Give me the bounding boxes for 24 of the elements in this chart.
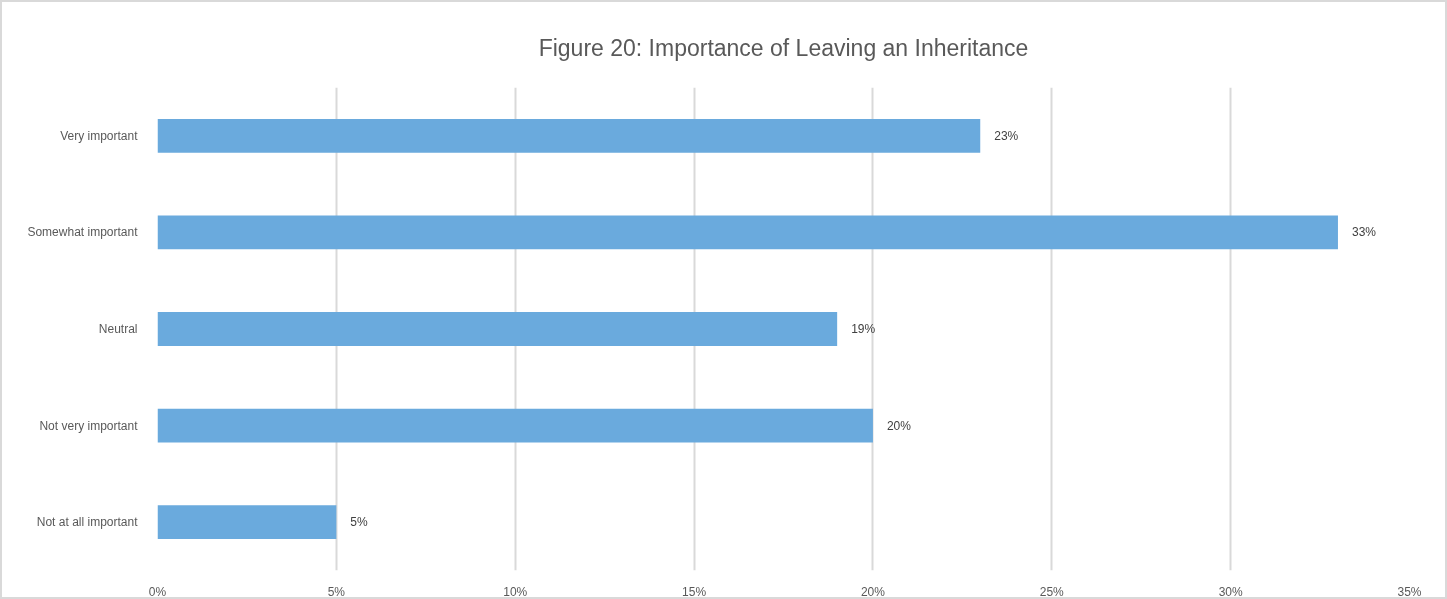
y-tick-label: Not very important xyxy=(39,418,139,433)
data-label: 33% xyxy=(1351,225,1377,240)
x-tick-label: 30% xyxy=(1218,584,1243,599)
x-tick-label: 20% xyxy=(860,584,886,599)
y-tick-label: Somewhat important xyxy=(27,225,139,240)
x-tick-label: 5% xyxy=(327,584,346,599)
data-label: 23% xyxy=(994,128,1019,143)
y-tick-label: Neutral xyxy=(98,322,138,336)
x-tick-label: 35% xyxy=(1397,584,1422,599)
bar xyxy=(157,408,873,443)
y-tick-label: Very important xyxy=(60,128,139,143)
data-label: 5% xyxy=(350,515,369,530)
data-label: 20% xyxy=(886,418,912,433)
bar xyxy=(157,215,1338,250)
x-tick-label: 10% xyxy=(503,584,528,599)
x-tick-label: 25% xyxy=(1039,584,1065,599)
data-label: 19% xyxy=(851,322,876,336)
bar xyxy=(157,505,337,540)
bar xyxy=(157,118,981,153)
y-tick-label: Not at all important xyxy=(36,515,139,530)
bar xyxy=(157,312,838,346)
x-tick-label: 0% xyxy=(148,584,167,599)
x-tick-label: 15% xyxy=(682,584,707,599)
chart-title: Figure 20: Importance of Leaving an Inheritance xyxy=(538,34,1029,61)
